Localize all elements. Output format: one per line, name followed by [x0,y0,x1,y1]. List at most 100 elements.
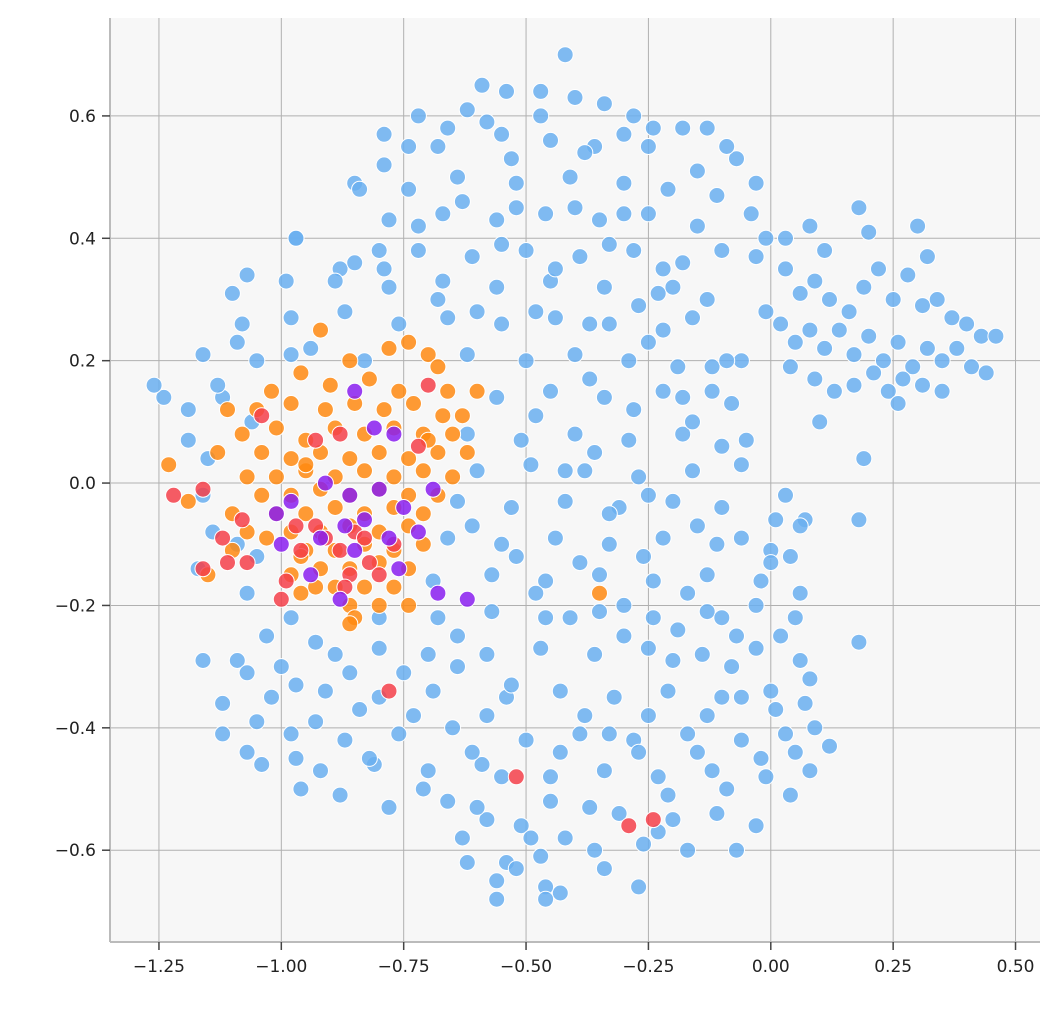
data-point [502,676,520,694]
data-point [811,413,829,431]
data-point [591,584,608,602]
data-point [380,339,398,357]
data-point [551,884,569,902]
data-point [336,303,354,321]
data-point [732,352,750,370]
data-point [409,242,427,259]
data-point [777,486,794,504]
data-point [571,248,589,266]
data-point [874,352,892,370]
data-point [238,266,256,284]
data-point [904,358,922,376]
data-point [429,358,447,376]
data-point [713,242,731,259]
data-point [312,321,329,339]
data-point [551,682,569,700]
data-point [488,388,506,406]
data-point [615,596,633,614]
data-point [253,486,271,504]
data-point [409,437,427,455]
data-point [228,652,246,669]
data-point [453,829,471,847]
data-point [209,376,227,394]
data-point [326,645,344,663]
data-point [346,254,364,272]
data-point [703,762,721,780]
data-point [424,480,442,498]
data-point [600,505,618,523]
data-point [791,517,809,535]
data-point [816,242,834,259]
data-point [556,829,574,847]
data-point [635,835,652,853]
data-point [502,150,520,168]
data-point [336,731,354,749]
data-point [576,144,594,162]
data-point [331,425,349,443]
data-point [409,217,427,235]
data-point [850,511,868,529]
data-point [272,658,290,676]
data-point [507,199,525,217]
data-point [679,725,697,743]
data-point [732,456,750,474]
data-point [370,596,388,614]
data-point [458,590,476,608]
data-point [439,119,457,137]
data-point [400,180,418,198]
data-point [214,694,232,712]
data-point [512,431,530,449]
data-point [360,554,378,572]
data-point [312,529,329,547]
data-point [963,358,980,376]
data-point [639,707,657,725]
data-point [493,125,511,143]
data-point [781,548,799,565]
data-point [370,480,388,498]
data-point [419,762,437,780]
data-point [801,321,819,339]
data-point [194,652,212,669]
data-point [429,138,447,155]
data-point [507,768,525,786]
data-point [542,792,559,810]
data-point [307,713,325,731]
data-point [674,425,692,443]
data-point [728,150,745,168]
axes [109,18,1040,943]
data-point [630,743,648,761]
data-point [644,572,662,590]
data-point [684,413,701,431]
data-point [644,609,662,627]
data-point [331,590,349,608]
data-point [914,297,931,315]
data-point [777,260,794,278]
data-point [219,554,236,572]
data-point [248,352,266,370]
data-point [405,707,422,725]
data-point [816,339,834,357]
data-point [801,762,819,780]
data-point [360,370,378,388]
data-point [600,535,618,553]
data-point [282,450,300,468]
data-point [155,388,173,406]
data-point [390,382,408,400]
data-point [630,468,648,486]
y-tick-label: 0.2 [69,352,96,372]
data-point [463,248,481,266]
data-point [263,688,280,706]
data-point [605,688,623,706]
data-point [958,315,976,333]
data-point [502,499,520,516]
data-point [625,242,643,259]
data-point [473,76,491,94]
data-point [493,315,511,333]
data-point [595,388,613,406]
data-point [302,339,320,357]
data-point [561,609,579,627]
data-point [791,584,809,602]
data-point [395,499,413,516]
data-point [786,743,804,761]
data-point [581,798,599,816]
